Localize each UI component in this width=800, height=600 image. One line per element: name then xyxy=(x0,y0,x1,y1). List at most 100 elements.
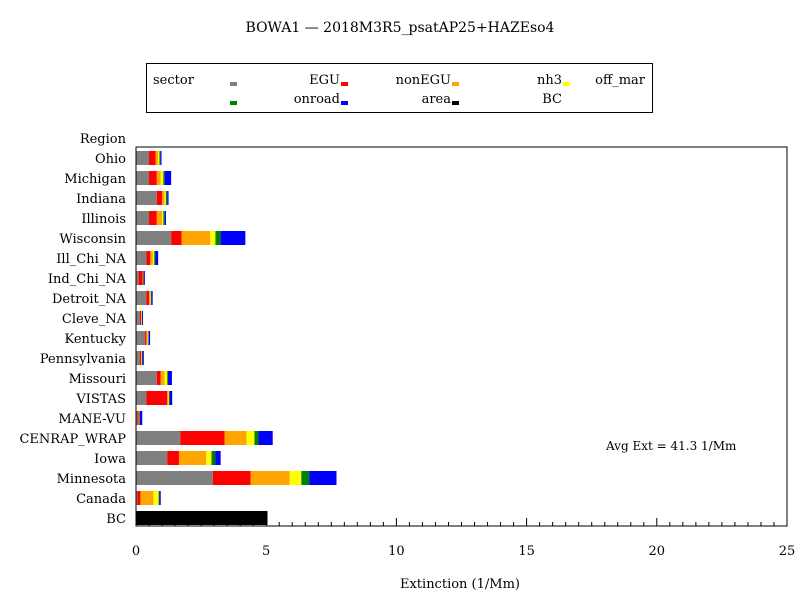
x-tick-label: 0 xyxy=(132,544,140,559)
bar-segment xyxy=(137,411,139,425)
y-tick-label: Wisconsin xyxy=(59,232,126,247)
bar-segment xyxy=(167,451,179,465)
legend-swatch xyxy=(341,101,348,105)
bar-segment xyxy=(139,411,140,425)
bar-segment xyxy=(181,231,211,245)
bar-segment xyxy=(136,391,147,405)
bar-segment xyxy=(169,391,173,405)
bar-segment xyxy=(250,471,290,485)
bar-segment xyxy=(153,491,159,505)
avg-ext-annotation: Avg Ext = 41.3 1/Mm xyxy=(606,439,737,453)
y-tick-label: Illinois xyxy=(81,212,126,227)
legend-item-area: area xyxy=(341,92,451,110)
bar-segment xyxy=(165,191,168,205)
x-tick-label: 25 xyxy=(779,544,796,559)
legend-item-bc: BC xyxy=(452,92,562,110)
bar-segment xyxy=(206,451,212,465)
bar-segment xyxy=(136,271,139,285)
y-tick-label: MANE-VU xyxy=(58,412,126,427)
bar-segment xyxy=(136,291,147,305)
bar-segment xyxy=(139,411,143,425)
bar-segment xyxy=(141,311,143,325)
bar-segment xyxy=(139,411,140,425)
y-tick-label: Michigan xyxy=(64,172,126,187)
bar-segment xyxy=(139,311,142,325)
bar-segment xyxy=(141,351,143,365)
bar-segment xyxy=(150,251,153,265)
bar-segment xyxy=(143,271,144,285)
legend-swatch xyxy=(452,82,459,86)
bar-segment xyxy=(136,511,268,525)
bar-segment xyxy=(141,311,143,325)
x-tick-label: 5 xyxy=(262,544,270,559)
bar-segment xyxy=(168,371,172,385)
y-tick-label: Iowa xyxy=(94,452,126,467)
bar-segment xyxy=(136,331,146,345)
bar-segment xyxy=(171,231,182,245)
bar-segment xyxy=(136,311,140,325)
legend-swatch xyxy=(452,101,459,105)
bar-segment xyxy=(136,251,147,265)
bar-segment xyxy=(150,291,151,305)
bar-segment xyxy=(145,331,147,345)
bar-segment xyxy=(158,151,160,165)
legend-item-off-mar: off_mar xyxy=(535,73,645,91)
bar-segment xyxy=(149,151,156,165)
bar-segment xyxy=(136,151,150,165)
bar-segment xyxy=(159,491,161,505)
bar-segment xyxy=(141,351,143,365)
bar-segment xyxy=(146,251,151,265)
legend-label: area xyxy=(421,92,451,107)
legend-swatch xyxy=(230,101,237,105)
y-tick-label: CENRAP_WRAP xyxy=(19,432,126,447)
bar-segment xyxy=(147,331,149,345)
legend-swatch xyxy=(341,82,348,86)
y-tick-label: Cleve_NA xyxy=(62,312,127,327)
y-tick-label: Ind_Chi_NA xyxy=(48,272,127,287)
bar-segment xyxy=(139,351,142,365)
bar-segment xyxy=(212,471,251,485)
bar-segment xyxy=(156,171,161,185)
legend-label: onroad xyxy=(293,92,340,107)
bar-segment xyxy=(136,491,138,505)
bar-segment xyxy=(164,371,168,385)
bar-segment xyxy=(164,191,166,205)
bar-segment xyxy=(163,211,165,225)
bar-segment xyxy=(148,331,151,345)
bar-segment xyxy=(136,211,150,225)
bar-segment xyxy=(156,191,163,205)
bar-segment xyxy=(136,431,181,445)
bar-segment xyxy=(211,451,216,465)
y-tick-label: Kentucky xyxy=(64,332,126,347)
bar-segment xyxy=(289,471,302,485)
bar-segment xyxy=(136,351,140,365)
bar-segment xyxy=(152,251,155,265)
bar-segment xyxy=(215,231,221,245)
bar-segment xyxy=(160,151,162,165)
bar-segment xyxy=(254,431,259,445)
y-tick-label: Canada xyxy=(76,492,126,507)
plot-frame xyxy=(135,146,788,527)
bar-segment xyxy=(160,371,165,385)
bar-segment xyxy=(224,431,247,445)
bar-segment xyxy=(148,331,149,345)
bar-segment xyxy=(138,271,143,285)
legend-swatch xyxy=(563,82,570,86)
y-tick-label: VISTAS xyxy=(75,392,126,407)
bar-segment xyxy=(154,251,156,265)
bar-segment xyxy=(151,291,153,305)
legend-label: BC xyxy=(542,92,562,107)
bar-segment xyxy=(156,211,163,225)
bar-segment xyxy=(164,211,166,225)
bar-segment xyxy=(141,311,142,325)
bar-segment xyxy=(146,291,150,305)
bar-segment xyxy=(178,451,207,465)
bar-segment xyxy=(136,411,138,425)
bar-segment xyxy=(309,471,337,485)
bar-segment xyxy=(163,171,165,185)
y-tick-label: Missouri xyxy=(69,372,126,387)
y-tick-label: Detroit_NA xyxy=(52,292,127,307)
bar-segment xyxy=(162,191,165,205)
x-axis-label: Extinction (1/Mm) xyxy=(400,577,520,592)
